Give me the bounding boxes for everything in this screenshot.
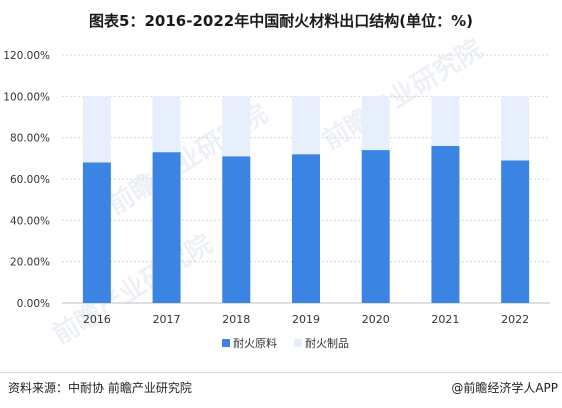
x-tick-label: 2019 bbox=[292, 313, 320, 326]
bar-product bbox=[82, 96, 111, 163]
footer-divider bbox=[0, 372, 562, 373]
legend: 耐火原料 耐火制品 bbox=[222, 336, 349, 350]
x-tick-label: 2022 bbox=[501, 313, 529, 326]
y-axis: 0.00% 20.00% 40.00% 60.00% 80.00% 100.00% 120.… bbox=[3, 50, 50, 310]
x-tick-label: 2017 bbox=[153, 313, 181, 326]
y-tick-label: 20.00% bbox=[10, 257, 50, 269]
legend-label: 耐火原料 bbox=[233, 336, 277, 350]
source-note: 资料来源：中耐协 前瞻产业研究院 bbox=[8, 381, 192, 395]
y-tick-label: 40.00% bbox=[10, 215, 50, 227]
bar-product bbox=[292, 96, 320, 155]
bar-raw-material bbox=[82, 162, 111, 303]
y-tick-label: 60.00% bbox=[10, 174, 50, 186]
legend-label: 耐火制品 bbox=[305, 337, 349, 350]
chart-title: 图表5：2016-2022年中国耐火材料出口结构(单位：%) bbox=[89, 12, 473, 30]
y-tick-label: 80.00% bbox=[10, 133, 50, 145]
bar-raw-material bbox=[501, 160, 530, 303]
brand-credit: @前瞻经济学人APP bbox=[451, 381, 558, 395]
bar-raw-material bbox=[222, 156, 251, 303]
y-tick-label: 100.00% bbox=[3, 91, 50, 103]
bar-raw-material bbox=[361, 150, 390, 303]
bar-product bbox=[152, 96, 181, 153]
bar-product bbox=[501, 96, 530, 161]
legend-swatch-product bbox=[294, 339, 302, 347]
x-tick-label: 2020 bbox=[362, 313, 390, 326]
x-axis: 2016 2017 2018 2019 2020 2021 2022 bbox=[83, 313, 529, 326]
x-tick-label: 2018 bbox=[222, 313, 250, 326]
bar-raw-material bbox=[292, 154, 320, 303]
bars-layer bbox=[82, 96, 530, 303]
bar-product bbox=[431, 96, 460, 146]
y-tick-label: 120.00% bbox=[3, 50, 50, 62]
legend-swatch-raw-material bbox=[222, 339, 230, 347]
bar-raw-material bbox=[152, 152, 181, 303]
bar-product bbox=[361, 96, 390, 151]
bar-product bbox=[222, 96, 251, 157]
x-tick-label: 2016 bbox=[83, 313, 111, 326]
x-tick-label: 2021 bbox=[431, 313, 459, 326]
y-tick-label: 0.00% bbox=[17, 298, 50, 310]
watermark-text: 前瞻产业研究院 bbox=[47, 228, 218, 351]
bar-raw-material bbox=[431, 145, 460, 303]
